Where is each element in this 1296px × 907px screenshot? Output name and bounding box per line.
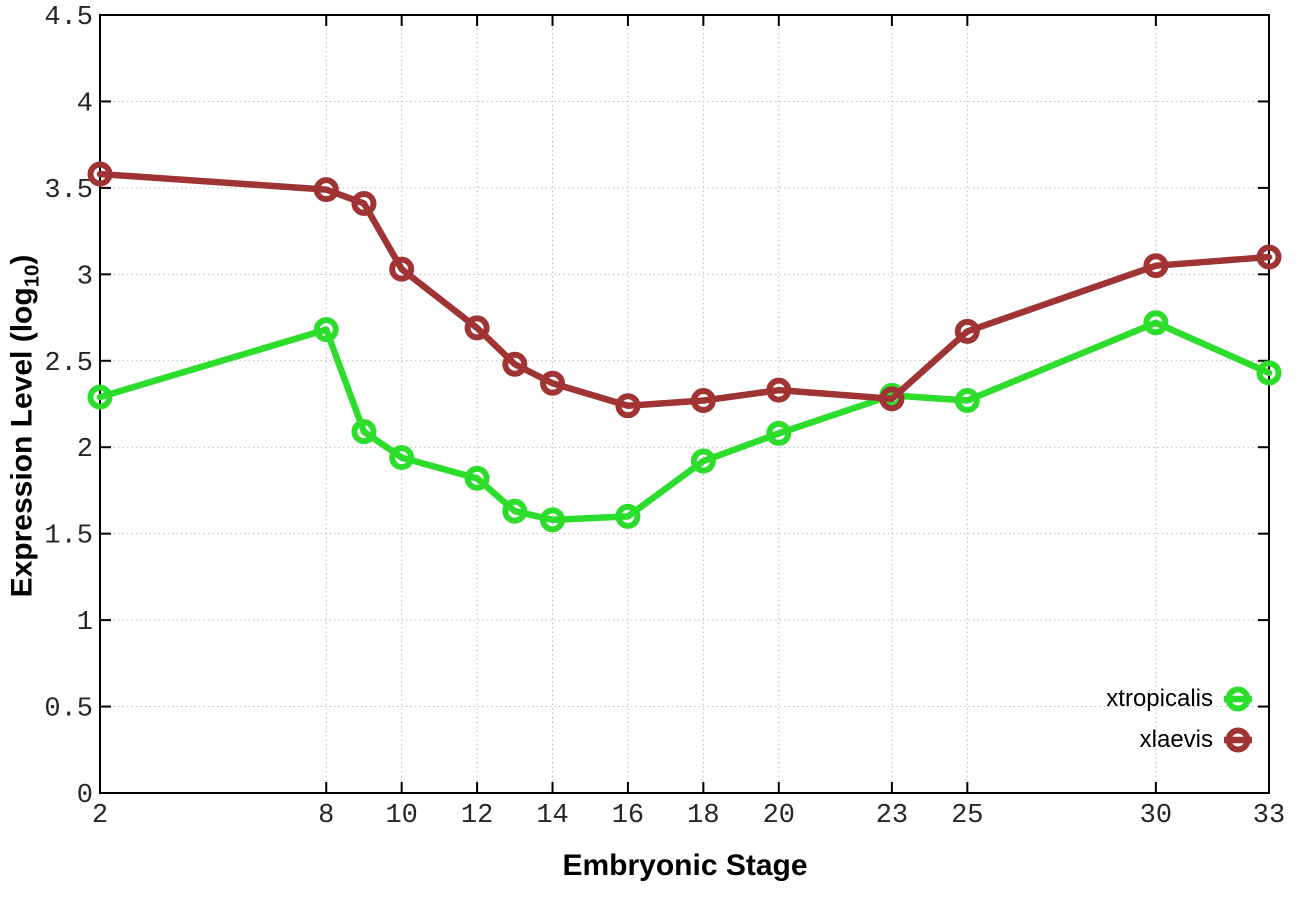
svg-text:20: 20 [763,801,795,831]
svg-text:1: 1 [77,608,93,638]
y-axis-title: Expression Level (log10) [6,255,45,598]
data-point-marker [879,386,905,412]
data-point-marker [87,384,113,410]
series-xlaevis [87,161,1282,419]
data-point-marker [464,465,490,491]
y-tick-labels: 0 0.5 1 1.5 2 2.5 3 3.5 4 4.5 [44,3,93,811]
svg-text:10: 10 [385,801,417,831]
legend-item-xlaevis: xlaevis [1106,719,1253,760]
y-axis-title-text: Expression Level (log [5,287,39,598]
data-point-marker [540,507,566,533]
data-point-marker [502,498,528,524]
svg-text:2: 2 [77,435,93,465]
series-xtropicalis [87,310,1282,533]
data-point-marker [1256,244,1282,270]
data-point-marker [313,317,339,343]
data-point-marker [1143,310,1169,336]
svg-text:33: 33 [1253,801,1285,831]
data-point-marker [1143,253,1169,279]
data-point-marker [389,445,415,471]
svg-text:18: 18 [687,801,719,831]
x-axis-title: Embryonic Stage [562,849,808,882]
data-point-marker [351,190,377,216]
data-point-marker [615,393,641,419]
line-point-sample-icon [1224,686,1252,711]
series-line [96,170,1273,409]
data-point-marker [313,177,339,203]
svg-text:16: 16 [612,801,644,831]
svg-text:0: 0 [77,781,93,811]
legend-label-xtropicalis: xtropicalis [1106,684,1213,712]
svg-text:3: 3 [77,262,93,292]
svg-text:1.5: 1.5 [44,522,93,552]
data-point-marker [954,318,980,344]
x-tick-labels: 2 8 10 12 14 16 18 20 23 25 30 33 [92,801,1285,831]
data-point-marker [690,448,716,474]
data-point-marker [1256,360,1282,386]
legend-item-xtropicalis: xtropicalis [1106,678,1253,719]
tick-marks [99,14,1270,794]
data-point-marker [954,388,980,414]
data-point-marker [766,420,792,446]
y-axis-title-close: ) [5,254,39,265]
data-point-marker [464,315,490,341]
svg-text:14: 14 [536,801,568,831]
svg-text:3.5: 3.5 [44,176,93,206]
svg-text:8: 8 [318,801,334,831]
legend-label-xlaevis: xlaevis [1139,725,1213,753]
data-point-marker [690,388,716,414]
data-point-marker [615,503,641,529]
line-point-sample-icon [1224,727,1252,752]
svg-text:23: 23 [876,801,908,831]
y-axis-title-subscript: 10 [21,264,44,288]
legend: xtropicalis xlaevis [1106,678,1253,760]
svg-text:2.5: 2.5 [44,349,93,379]
svg-text:4: 4 [77,89,93,119]
svg-text:0.5: 0.5 [44,695,93,725]
svg-text:30: 30 [1140,801,1172,831]
svg-text:2: 2 [92,801,108,831]
data-point-marker [87,161,113,187]
data-point-marker [540,370,566,396]
data-point-marker [351,419,377,445]
data-point-marker [766,377,792,403]
data-point-marker [502,351,528,377]
svg-text:4.5: 4.5 [44,3,93,33]
data-point-marker [389,256,415,282]
svg-text:25: 25 [951,801,983,831]
series-line [96,319,1273,524]
svg-text:12: 12 [461,801,493,831]
